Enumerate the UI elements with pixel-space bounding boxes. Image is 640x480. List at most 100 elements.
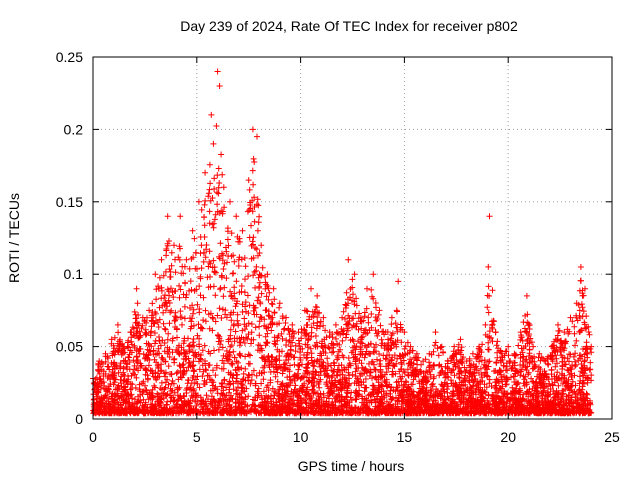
data-point — [164, 213, 171, 220]
data-point — [201, 342, 208, 349]
data-point — [279, 380, 286, 387]
data-point — [351, 271, 358, 278]
data-point — [274, 378, 281, 385]
data-point — [250, 367, 257, 374]
data-point — [206, 208, 213, 215]
data-point — [585, 329, 592, 335]
data-point — [500, 362, 507, 369]
data-point — [223, 275, 230, 282]
data-point — [305, 360, 312, 367]
data-point — [253, 267, 259, 274]
data-point — [286, 373, 293, 380]
data-point — [304, 308, 311, 315]
data-point — [216, 253, 222, 260]
data-point — [252, 324, 259, 331]
data-point — [139, 389, 146, 396]
data-point — [382, 371, 388, 378]
data-point — [196, 309, 203, 316]
data-point — [181, 315, 188, 322]
data-point — [162, 358, 169, 365]
data-point — [488, 335, 495, 341]
data-point — [339, 376, 346, 383]
data-point — [485, 263, 492, 270]
data-point — [218, 274, 225, 281]
data-point — [217, 341, 224, 348]
data-point — [345, 320, 352, 327]
data-point — [214, 312, 221, 319]
data-point — [567, 314, 574, 321]
data-point — [318, 403, 325, 410]
data-point — [254, 227, 261, 234]
data-point — [242, 276, 248, 283]
data-point — [295, 362, 301, 369]
data-point — [394, 308, 401, 315]
data-point — [153, 296, 160, 303]
data-point — [511, 359, 518, 366]
data-point — [127, 392, 134, 399]
data-point — [212, 269, 219, 276]
data-point — [435, 352, 442, 359]
data-point — [160, 390, 167, 397]
data-point — [350, 338, 357, 345]
data-point — [377, 322, 384, 329]
data-point — [267, 379, 274, 386]
data-point — [431, 361, 437, 368]
data-point — [264, 330, 271, 337]
data-point — [251, 159, 258, 165]
data-point — [530, 406, 537, 413]
data-point — [571, 330, 578, 337]
data-point — [290, 401, 297, 408]
data-point — [525, 320, 532, 327]
data-point — [145, 396, 152, 403]
data-point — [292, 348, 299, 355]
data-point — [526, 350, 533, 357]
data-point — [374, 395, 381, 402]
data-point — [158, 287, 165, 294]
data-point — [135, 312, 142, 318]
data-point — [428, 404, 435, 411]
data-point — [168, 262, 175, 269]
data-point — [273, 399, 280, 406]
data-point — [253, 372, 260, 379]
data-point — [423, 384, 430, 391]
data-point — [289, 321, 296, 328]
data-point — [493, 376, 500, 383]
data-point — [135, 393, 142, 400]
data-point — [203, 392, 210, 399]
data-point — [122, 396, 129, 403]
data-point — [373, 304, 379, 311]
data-point — [326, 395, 332, 402]
data-point — [427, 371, 434, 378]
data-point — [359, 333, 366, 340]
data-point — [118, 392, 125, 399]
data-point — [286, 368, 293, 375]
data-point — [251, 218, 258, 225]
data-point — [576, 380, 583, 387]
data-point — [96, 370, 103, 377]
data-point — [227, 343, 234, 350]
data-point — [555, 321, 561, 328]
data-point — [477, 365, 484, 372]
data-point — [205, 190, 212, 197]
data-point — [298, 335, 305, 342]
data-point — [451, 372, 458, 379]
data-point — [201, 214, 208, 220]
data-point — [571, 323, 578, 330]
data-point — [448, 369, 454, 376]
data-point — [575, 357, 582, 364]
data-point — [563, 378, 570, 385]
data-point — [383, 398, 390, 405]
data-point — [403, 396, 410, 403]
data-point — [382, 355, 389, 362]
data-point — [187, 403, 194, 409]
data-point — [245, 273, 252, 280]
data-point — [192, 249, 199, 256]
data-point — [304, 364, 311, 371]
data-point — [114, 386, 121, 393]
data-point — [214, 68, 221, 75]
data-point — [199, 373, 206, 380]
data-point — [220, 293, 227, 300]
data-point — [209, 379, 216, 386]
data-point — [177, 308, 184, 315]
data-point — [256, 213, 263, 220]
